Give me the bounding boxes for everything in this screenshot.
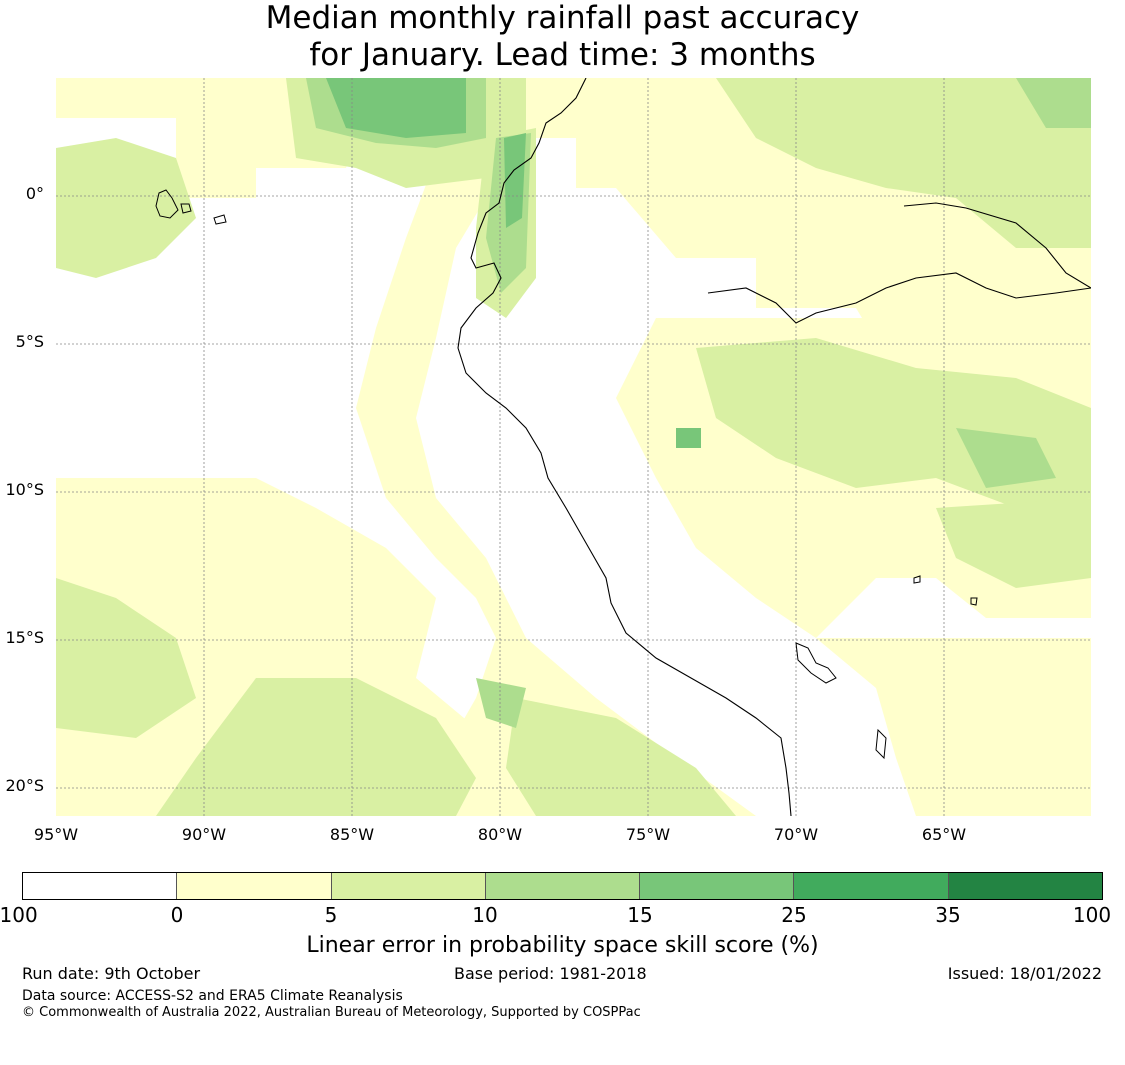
skill-region-5-10-east2 (936, 498, 1091, 588)
lon-label-70w: 70°W (773, 825, 819, 844)
skill-region-10-15-e (956, 428, 1056, 488)
map-canvas (56, 78, 1091, 816)
colorbar-segment-5-10 (331, 873, 486, 899)
south-america-coastline (457, 78, 792, 816)
lat-label-0: 0° (25, 184, 44, 203)
colorbar (22, 872, 1103, 900)
skill-region-10-15-sw (476, 678, 526, 728)
colorbar-segment-0-5 (177, 873, 332, 899)
skill-region-5-10-ne (716, 78, 1091, 248)
colorbar-tick: 35 (935, 903, 961, 927)
colorbar-tick: 10 (472, 903, 498, 927)
colorbar-segment-10-15 (485, 873, 641, 899)
lon-label-85w: 85°W (329, 825, 375, 844)
lon-label-80w: 80°W (477, 825, 523, 844)
graticule (56, 78, 1091, 816)
skill-region-5-10-se (506, 698, 736, 816)
run-date: Run date: 9th October (22, 964, 201, 983)
skill-region-10-15-ne (1016, 78, 1091, 128)
amazon-tributary-north (903, 202, 1091, 289)
coastlines (457, 78, 1091, 816)
rainfall-skill-map (56, 78, 1091, 816)
skill-region-5-10-s (156, 678, 476, 816)
colorbar-tick: 25 (781, 903, 807, 927)
colorbar-ticks: -100 0 5 10 15 25 35 100 (0, 903, 1125, 929)
galapagos-island-3 (213, 214, 227, 225)
colorbar-tick: 15 (627, 903, 653, 927)
islands (155, 189, 978, 760)
copyright-notice: © Commonwealth of Australia 2022, Austra… (22, 1005, 641, 1020)
issued-date: Issued: 18/01/2022 (947, 964, 1102, 983)
lake-titicaca (795, 642, 837, 684)
skill-region-15-25-coast (504, 133, 526, 228)
small-lake-2 (970, 597, 978, 606)
lat-label-10s: 10°S (5, 480, 44, 499)
title-line-1: Median monthly rainfall past accuracy (265, 0, 860, 36)
colorbar-segment-neg100-0 (23, 873, 178, 899)
skill-region-0-5-coast (356, 78, 756, 816)
skill-region-15-25-e (676, 428, 701, 448)
base-period: Base period: 1981-2018 (454, 964, 647, 983)
title-line-2: for January. Lead time: 3 months (309, 37, 816, 73)
galapagos-island-2 (180, 203, 192, 214)
skill-region-5-10-nw (56, 138, 196, 278)
colorbar-segment-25-35 (794, 873, 949, 899)
lon-label-75w: 75°W (625, 825, 671, 844)
chart-title: Median monthly rainfall past accuracy fo… (0, 0, 1125, 74)
colorbar-segment-15-25 (640, 873, 795, 899)
colorbar-label: Linear error in probability space skill … (306, 933, 819, 958)
colorbar-tick: 0 (170, 903, 184, 927)
lake-poopo (875, 728, 887, 760)
lon-label-90w: 90°W (181, 825, 227, 844)
colorbar-tick: 5 (324, 903, 338, 927)
skill-shading (56, 78, 1091, 816)
lon-label-95w: 95°W (33, 825, 79, 844)
amazon-river (707, 272, 1091, 324)
small-lake-1 (913, 575, 921, 584)
lat-label-5s: 5°S (15, 332, 44, 351)
lat-label-20s: 20°S (5, 776, 44, 795)
skill-region-5-10-sw (56, 578, 196, 738)
colorbar-tick: -100 (0, 903, 38, 927)
skill-region-0-5-se (816, 638, 1091, 816)
galapagos-island-1 (155, 189, 179, 219)
lat-label-15s: 15°S (5, 628, 44, 647)
data-source: Data source: ACCESS-S2 and ERA5 Climate … (22, 988, 403, 1004)
lon-label-65w: 65°W (921, 825, 967, 844)
colorbar-tick: 100 (1072, 903, 1112, 927)
skill-region-15-25-n (326, 78, 466, 138)
colorbar-segment-35-100 (948, 873, 1102, 899)
